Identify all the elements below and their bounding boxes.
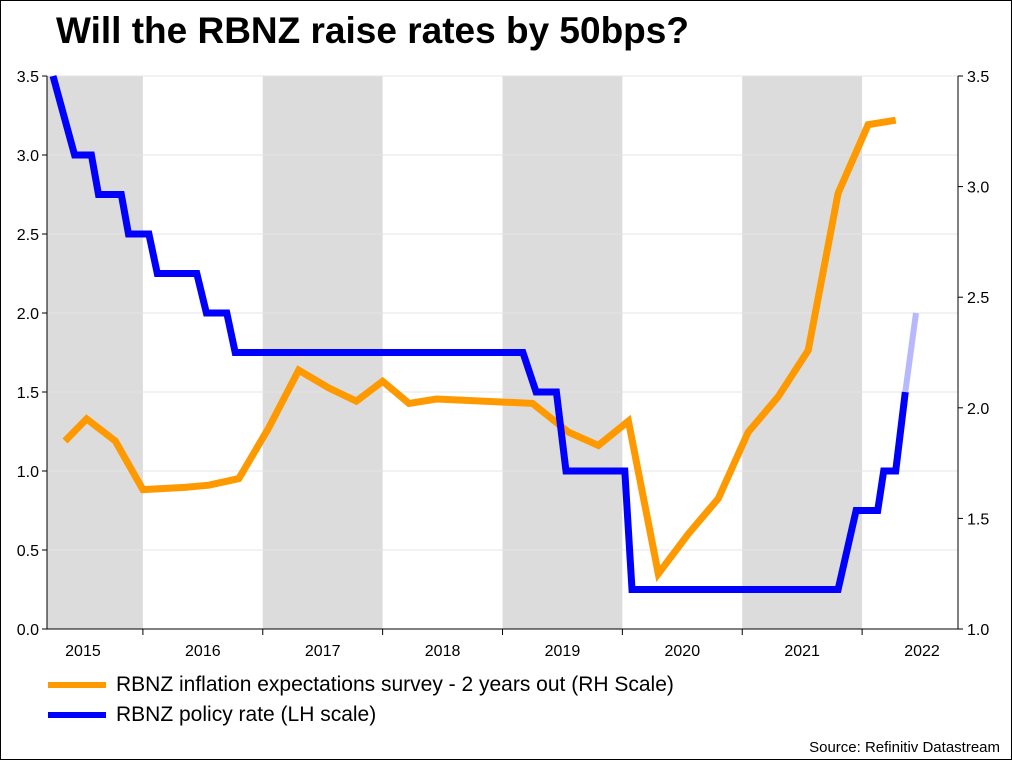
right-tick-label: 3.5 (967, 69, 989, 86)
right-tick-label: 2.5 (967, 290, 989, 307)
legend-swatch-policy (48, 712, 106, 718)
x-tick-label: 2018 (425, 643, 461, 660)
x-tick-label: 2016 (185, 643, 221, 660)
right-tick-label: 2.0 (967, 401, 989, 418)
legend-swatch-inflation (48, 682, 106, 688)
legend-item-inflation: RBNZ inflation expectations survey - 2 y… (48, 673, 674, 697)
left-tick-label: 2.0 (17, 306, 39, 323)
left-tick-label: 0.5 (17, 543, 39, 560)
x-tick-label: 2017 (305, 643, 341, 660)
x-tick-label: 2020 (665, 643, 701, 660)
series-line-inflation-expectations (62, 116, 897, 583)
legend-label-inflation: RBNZ inflation expectations survey - 2 y… (116, 673, 674, 696)
legend-label-policy: RBNZ policy rate (LH scale) (116, 703, 377, 726)
right-tick-label: 1.0 (967, 622, 989, 639)
left-tick-label: 2.5 (17, 227, 39, 244)
right-tick-label: 1.5 (967, 511, 989, 528)
left-tick-label: 1.5 (17, 385, 39, 402)
left-tick-label: 0.0 (17, 622, 39, 639)
x-axis-ticks: 2015 2016 2017 2018 2019 2020 2021 2022 (65, 629, 940, 660)
series-line-policy-rate (49, 75, 909, 593)
left-tick-label: 3.5 (17, 69, 39, 86)
right-y-axis-ticks: 1.0 1.5 2.0 2.5 3.0 3.5 (958, 69, 989, 639)
left-y-axis-ticks: 0.0 0.5 1.0 1.5 2.0 2.5 3.0 3.5 (17, 69, 47, 639)
source-note: Source: Refinitiv Datastream (809, 739, 1000, 756)
shade-band-2021 (742, 76, 863, 629)
x-tick-label: 2015 (65, 643, 101, 660)
series-lines (49, 75, 919, 593)
left-tick-label: 1.0 (17, 464, 39, 481)
legend-item-policy: RBNZ policy rate (LH scale) (48, 703, 376, 727)
right-tick-label: 3.0 (967, 180, 989, 197)
series-line-policy-rate-projection (902, 312, 919, 393)
x-tick-label: 2019 (545, 643, 581, 660)
x-tick-label: 2022 (904, 643, 940, 660)
x-tick-label: 2021 (784, 643, 820, 660)
chart-title: Will the RBNZ raise rates by 50bps? (56, 10, 689, 51)
left-tick-label: 3.0 (17, 148, 39, 165)
gridlines (47, 75, 958, 551)
